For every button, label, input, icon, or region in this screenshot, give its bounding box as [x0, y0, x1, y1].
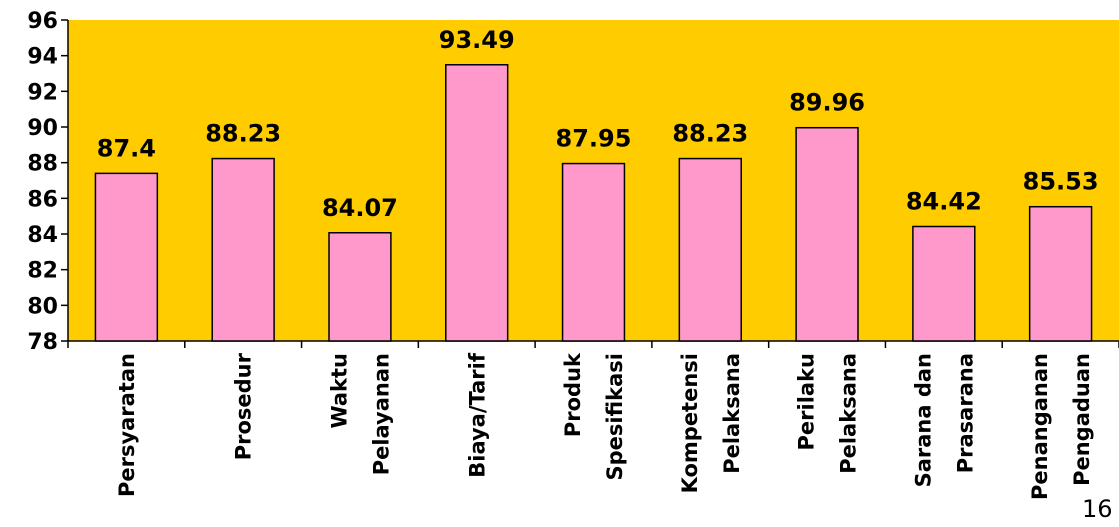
data-labels: 87.4 88.23 84.07 93.49 87.95 88.23 89.96 84.42 8…: [97, 26, 1099, 222]
bar: [211, 157, 275, 342]
category-labels: Persyaratan Prosedur Waktu Pelayanan Biaya/T…: [115, 352, 1094, 500]
category-label: Pelaksana: [720, 353, 744, 474]
category-label: Persyaratan: [115, 353, 139, 497]
category-label: Produk: [561, 352, 585, 437]
category-label: Kompetensi: [678, 353, 702, 493]
bar: [912, 225, 976, 342]
bar: [328, 232, 392, 342]
bar-series: [94, 64, 1093, 342]
x-axis: [67, 340, 1119, 348]
bar: [94, 172, 159, 342]
data-label: 88.23: [672, 120, 748, 148]
y-tick-label: 90: [27, 116, 58, 141]
y-tick-label: 84: [27, 223, 58, 248]
data-label: 84.07: [322, 194, 398, 222]
bar: [445, 64, 509, 342]
bar: [1028, 205, 1093, 342]
y-tick-label: 78: [27, 330, 58, 355]
y-tick-label: 88: [27, 152, 58, 177]
category-label: Pelayanan: [370, 353, 394, 475]
bar: [678, 157, 742, 342]
bar: [795, 126, 859, 342]
category-label: Waktu: [328, 353, 352, 429]
bar: [561, 162, 626, 342]
data-label: 89.96: [789, 89, 865, 117]
data-label: 87.4: [97, 134, 156, 162]
category-label: Pelaksana: [837, 353, 861, 474]
y-tick-label: 96: [27, 9, 58, 34]
category-label: Perilaku: [795, 353, 819, 450]
y-tick-label: 80: [27, 294, 58, 319]
category-label: Spesifikasi: [603, 353, 627, 481]
y-tick-label: 82: [27, 259, 58, 284]
y-axis: 78 80 82 84 86 88 90 92 94 96: [27, 9, 69, 355]
y-tick-label: 94: [27, 45, 58, 70]
data-label: 88.23: [205, 120, 281, 148]
data-label: 84.42: [906, 188, 982, 216]
page-number: 16: [1082, 495, 1113, 523]
category-label: Prosedur: [232, 352, 256, 460]
category-label: Pengaduan: [1070, 353, 1094, 486]
data-label: 87.95: [556, 125, 632, 153]
y-tick-label: 86: [27, 187, 58, 212]
y-tick-label: 92: [27, 80, 58, 105]
category-label: Biaya/Tarif: [465, 352, 489, 478]
data-label: 93.49: [439, 26, 515, 54]
category-label: Penanganan: [1028, 353, 1052, 500]
category-label: Sarana dan: [911, 353, 935, 487]
category-label: Prasarana: [953, 353, 977, 473]
data-label: 85.53: [1023, 168, 1099, 196]
